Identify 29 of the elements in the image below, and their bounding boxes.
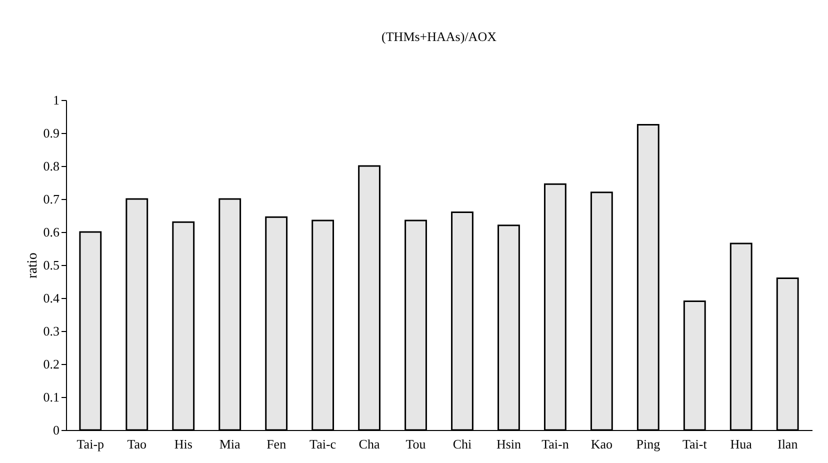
x-tick-label: Tai-t xyxy=(682,436,708,452)
x-tick-label: Kao xyxy=(590,436,613,452)
x-tick-label: Tou xyxy=(406,436,426,452)
x-tick-label: Cha xyxy=(358,436,380,452)
x-tick-label: Tai-p xyxy=(76,436,104,452)
y-tick-label: 0.7 xyxy=(43,192,60,206)
y-tick-label: 0 xyxy=(53,422,60,438)
y-tick-label: 0.9 xyxy=(43,126,60,140)
x-tick-label: Chi xyxy=(452,436,472,452)
y-tick-label: 0.2 xyxy=(43,356,60,372)
y-tick-label: 0.1 xyxy=(43,390,60,404)
y-tick-label: 0.4 xyxy=(43,290,60,306)
x-tick-label: Ping xyxy=(636,436,661,452)
x-tick-label: Tao xyxy=(127,436,147,452)
y-tick-label: 0.8 xyxy=(43,158,60,174)
y-tick-label: 0.3 xyxy=(43,324,60,338)
x-tick-label: Hsin xyxy=(496,436,522,452)
x-tick-label: Fen xyxy=(266,436,287,452)
y-tick-label: 0.5 xyxy=(43,258,60,272)
y-tick-label: 0.6 xyxy=(43,224,60,240)
x-tick-label: Hua xyxy=(730,436,752,452)
y-tick-label: 1 xyxy=(53,92,60,108)
x-tick-label: Tai-c xyxy=(310,436,336,452)
x-tick-label: His xyxy=(174,436,192,452)
chart-title: (THMs+HAAs)/AOX xyxy=(382,29,498,44)
x-tick-label: Tai-n xyxy=(542,436,570,452)
x-tick-label: Mia xyxy=(219,436,241,452)
x-tick-label: Ilan xyxy=(777,436,798,452)
y-axis-title: ratio xyxy=(25,252,40,278)
